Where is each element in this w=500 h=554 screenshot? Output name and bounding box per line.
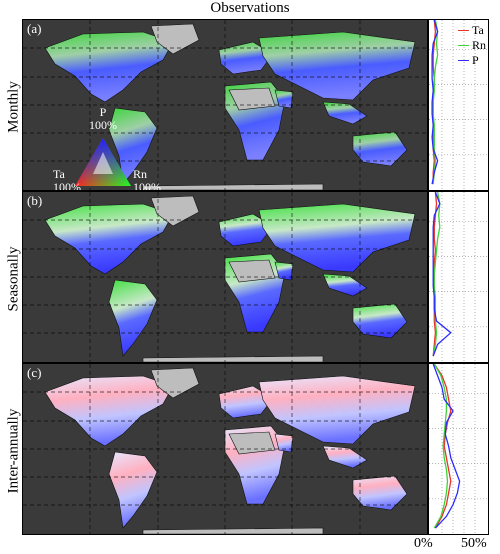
continent-antarctica: [142, 527, 324, 534]
figure-title: Observations: [210, 0, 290, 16]
world-map-seasonally: (b): [22, 191, 428, 363]
profile-canvas: [429, 19, 488, 190]
series-line-rn: [433, 363, 449, 529]
legend: Ta Rn P: [457, 23, 486, 68]
continent-sahara: [228, 87, 276, 111]
continent-greenland: [150, 195, 200, 227]
row-monthly: Monthly (a) P 100% Ta 100% Rn 100% Ta Rn P: [0, 19, 500, 194]
continent-australia: [352, 131, 408, 167]
continent-north-america: [44, 31, 174, 103]
map-canvas: [23, 20, 427, 190]
x-tick-50: 50%: [461, 536, 487, 551]
row-inter-annually: Inter-annually (c): [0, 363, 500, 538]
continent-arabia: [274, 261, 294, 281]
legend-item-p: P: [457, 53, 486, 68]
profile-canvas: [429, 191, 488, 362]
continent-greenland: [150, 367, 200, 399]
series-line-rn: [432, 19, 439, 185]
legend-item-ta: Ta: [457, 23, 486, 38]
latitude-profile-inter-annually: [428, 363, 489, 535]
continent-south-america: [108, 451, 158, 529]
panel-label: (c): [27, 365, 42, 380]
continent-greenland: [150, 23, 200, 55]
x-tick-0: 0%: [414, 536, 433, 551]
continent-arabia: [274, 89, 294, 109]
continent-asia: [258, 31, 416, 101]
ternary-color-key: P 100% Ta 100% Rn 100%: [53, 106, 161, 191]
ternary-right-label: Rn 100%: [133, 167, 161, 191]
continent-north-america: [44, 375, 174, 447]
continent-sahara: [228, 259, 276, 283]
continent-australia: [352, 475, 408, 511]
series-line-p: [432, 191, 452, 357]
continent-europe: [218, 385, 274, 419]
ternary-triangle: [75, 138, 131, 186]
series-line-rn: [432, 191, 441, 357]
continent-europe: [218, 213, 274, 247]
continent-south-america: [108, 107, 158, 185]
panel-label: (a): [27, 21, 42, 36]
ternary-top-label: P 100%: [89, 105, 117, 132]
continent-europe: [218, 41, 274, 75]
series-line-ta: [433, 363, 452, 529]
continent-sahara: [228, 431, 276, 455]
continent-asia: [258, 203, 416, 273]
panel-label: (b): [27, 193, 43, 208]
legend-item-rn: Rn: [457, 38, 486, 53]
latitude-profile-monthly: Ta Rn P: [428, 19, 489, 191]
series-line-p: [432, 363, 461, 529]
continent-asia: [258, 375, 416, 445]
continent-north-america: [44, 203, 174, 275]
profile-canvas: [429, 363, 488, 534]
continent-arabia: [274, 433, 294, 453]
row-label: Seasonally: [5, 246, 22, 311]
continent-australia: [352, 303, 408, 339]
world-map-monthly: (a) P 100% Ta 100% Rn 100%: [22, 19, 428, 191]
map-canvas: [23, 364, 427, 534]
row-seasonally: Seasonally (b): [0, 191, 500, 366]
row-label: Monthly: [5, 80, 22, 133]
continent-antarctica: [142, 183, 324, 190]
row-label: Inter-annually: [5, 408, 22, 493]
world-map-inter-annually: (c): [22, 363, 428, 535]
series-line-p: [431, 19, 439, 185]
map-canvas: [23, 192, 427, 362]
continent-antarctica: [142, 355, 324, 362]
continent-south-america: [108, 279, 158, 357]
latitude-profile-seasonally: [428, 191, 489, 363]
ternary-left-label: Ta 100%: [53, 167, 81, 191]
